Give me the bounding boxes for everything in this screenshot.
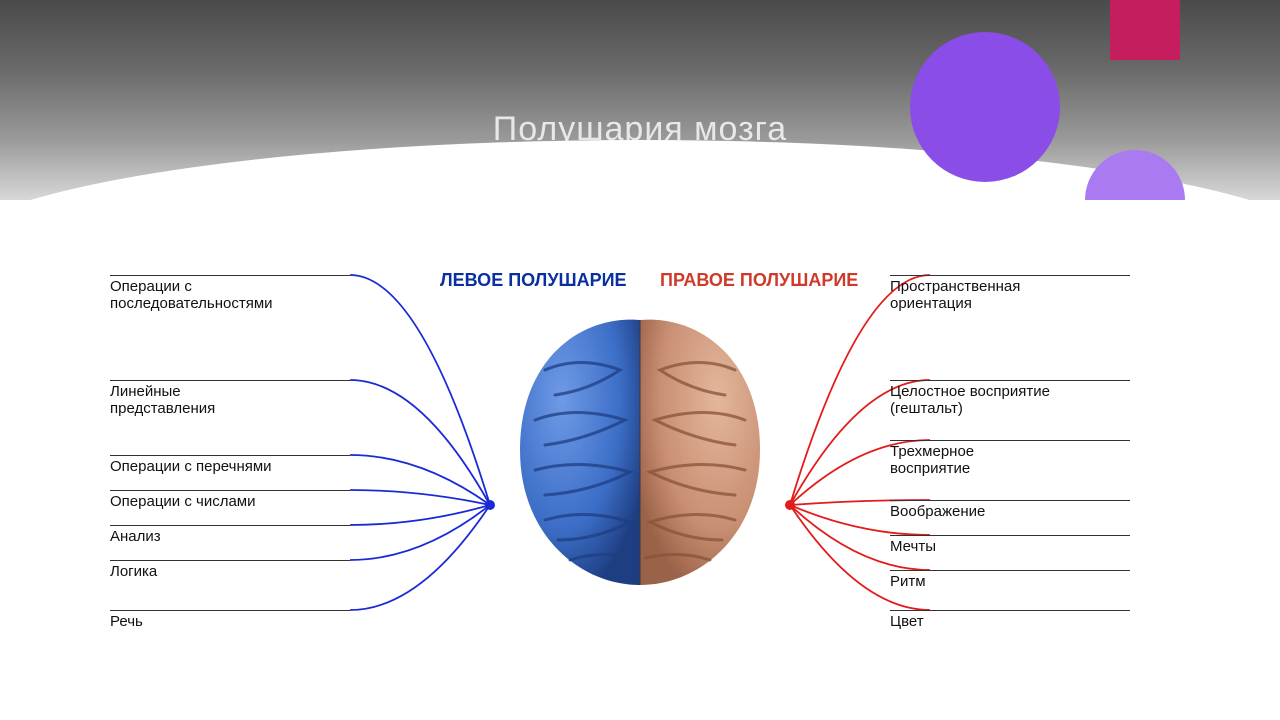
right-label: Целостное восприятие(гештальт) xyxy=(890,380,1130,418)
right-label: Пространственнаяориентация xyxy=(890,275,1130,313)
right-hemisphere-header: ПРАВОЕ ПОЛУШАРИЕ xyxy=(660,270,858,291)
decor-accent-square xyxy=(1110,0,1180,60)
diagram-area: ЛЕВОЕ ПОЛУШАРИЕ ПРАВОЕ ПОЛУШАРИЕ xyxy=(0,200,1280,720)
decor-circle-large xyxy=(910,32,1060,182)
left-hemisphere-header: ЛЕВОЕ ПОЛУШАРИЕ xyxy=(440,270,627,291)
left-label: Операции споследовательностями xyxy=(110,275,350,313)
left-label: Операции с перечнями xyxy=(110,455,350,475)
right-label: Мечты xyxy=(890,535,1130,555)
right-label: Цвет xyxy=(890,610,1130,630)
left-label: Анализ xyxy=(110,525,350,545)
left-label: Операции с числами xyxy=(110,490,350,510)
left-label: Линейныепредставления xyxy=(110,380,350,418)
right-label: Воображение xyxy=(890,500,1130,520)
decor-circle-small xyxy=(1085,150,1185,200)
brain-illustration xyxy=(490,300,790,600)
left-label: Логика xyxy=(110,560,350,580)
slide-header: Полушария мозга xyxy=(0,0,1280,200)
right-label: Ритм xyxy=(890,570,1130,590)
right-label: Трехмерноевосприятие xyxy=(890,440,1130,478)
left-label: Речь xyxy=(110,610,350,630)
